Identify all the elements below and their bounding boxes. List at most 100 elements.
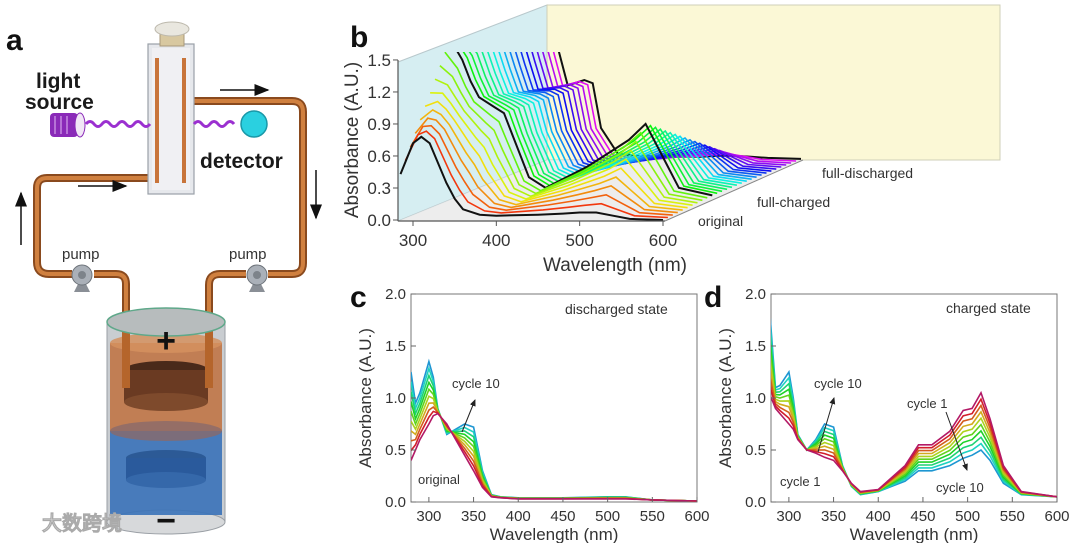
spectrum-trace bbox=[481, 52, 733, 189]
x-tick-label: 550 bbox=[1000, 508, 1025, 525]
arrow-decrease-d bbox=[945, 411, 968, 471]
panel-a-schematic: a pump pump bbox=[6, 21, 322, 540]
pump-right-label: pump bbox=[229, 246, 267, 263]
flow-tubes bbox=[33, 97, 307, 335]
plot-frame-c bbox=[410, 293, 698, 503]
y-tick-label: 1.5 bbox=[385, 338, 406, 355]
detector-label: detector bbox=[200, 150, 283, 173]
y-axis-label: Absorbance (A.U.) bbox=[356, 328, 375, 468]
panel-label-a: a bbox=[6, 24, 23, 57]
spectrum-trace bbox=[430, 92, 693, 206]
spectrum-trace bbox=[498, 52, 747, 182]
y-tick-label: 0.5 bbox=[745, 442, 766, 459]
y-tick-label: 0.0 bbox=[745, 494, 766, 511]
spectrum-trace bbox=[444, 52, 708, 199]
annotation-cycle1-right-d: cycle 1 bbox=[907, 396, 947, 411]
annotation-original-c: original bbox=[418, 472, 460, 487]
spectrum-trace bbox=[439, 64, 703, 202]
x-tick-label: 550 bbox=[640, 508, 665, 525]
axes-b: 0.0 0.3 0.6 0.9 1.2 1.5 300 400 500 600 Wavelength… bbox=[342, 51, 913, 276]
x-tick-label: 500 bbox=[955, 508, 980, 525]
x-tick-label: 300 bbox=[399, 231, 427, 250]
pump-left-label: pump bbox=[62, 246, 100, 263]
spectrum-trace bbox=[419, 108, 683, 211]
curves-d bbox=[771, 317, 1057, 498]
cuvette bbox=[147, 21, 195, 195]
x-tick-label: 400 bbox=[482, 231, 510, 250]
x-tick-label: 300 bbox=[776, 508, 801, 525]
y-tick-label: 2.0 bbox=[385, 286, 406, 303]
x-tick-label: 500 bbox=[595, 508, 620, 525]
spectrum-trace bbox=[434, 78, 698, 204]
panel-label-d: d bbox=[704, 281, 722, 314]
spectrum-trace bbox=[462, 52, 718, 195]
x-axis-label: Wavelength (nm) bbox=[543, 255, 687, 276]
spectrum-trace bbox=[409, 124, 673, 216]
x-tick-label: 500 bbox=[565, 231, 593, 250]
depth-axis bbox=[664, 159, 804, 222]
y-tick-label: 1.0 bbox=[385, 390, 406, 407]
x-tick-label: 450 bbox=[550, 508, 575, 525]
panel-b-chart: 0.0 0.3 0.6 0.9 1.2 1.5 300 400 500 600 Wavelength… bbox=[342, 4, 1001, 276]
depth-label: full-discharged bbox=[822, 165, 913, 181]
panel-label-b: b bbox=[350, 21, 368, 54]
axes-c: 0.0 0.5 1.0 1.5 2.0 300 350 400 450 500 550 600 Wave… bbox=[356, 286, 710, 543]
spectrum-trace bbox=[492, 52, 742, 184]
panel-c-chart: 0.0 0.5 1.0 1.5 2.0 300 350 400 450 500 550 600 Wave… bbox=[350, 281, 710, 543]
x-tick-label: 350 bbox=[821, 508, 846, 525]
y-tick-label: 1.5 bbox=[367, 51, 391, 70]
watermark: 大数跨境 bbox=[42, 511, 122, 535]
x-axis-label: Wavelength (nm) bbox=[490, 525, 619, 543]
y-tick-label: 0.3 bbox=[367, 179, 391, 198]
y-axis-label: Absorbance (A.U.) bbox=[342, 62, 363, 218]
x-tick-label: 600 bbox=[684, 508, 709, 525]
positive-terminal-label: + bbox=[156, 322, 176, 360]
axes-d: 0.0 0.5 1.0 1.5 2.0 300 350 400 450 500 550 600 Wave… bbox=[716, 286, 1070, 543]
light-beam-in bbox=[84, 120, 152, 128]
spectrum-trace bbox=[456, 52, 713, 197]
y-tick-label: 1.2 bbox=[367, 83, 391, 102]
pump-right-icon bbox=[246, 264, 268, 292]
detector-icon bbox=[240, 110, 268, 138]
light-source-label-line2: source bbox=[25, 91, 94, 114]
depth-label: original bbox=[698, 213, 743, 229]
spectrum-trace bbox=[487, 52, 738, 186]
title-d: charged state bbox=[946, 300, 1031, 316]
annotation-cycle10-right-d: cycle 10 bbox=[936, 480, 984, 495]
x-tick-label: 300 bbox=[416, 508, 441, 525]
panel-d-chart: 0.0 0.5 1.0 1.5 2.0 300 350 400 450 500 550 600 Wave… bbox=[704, 281, 1070, 543]
annotation-cycle1-left-d: cycle 1 bbox=[780, 474, 820, 489]
spectrum-trace bbox=[414, 117, 678, 214]
spectrum-trace bbox=[474, 52, 728, 191]
annotation-cycle10-left-d: cycle 10 bbox=[814, 376, 862, 391]
arrow-increase-d bbox=[817, 397, 836, 453]
negative-terminal-label: − bbox=[156, 502, 176, 540]
waterfall-traces bbox=[399, 52, 802, 221]
spectrum-trace bbox=[424, 100, 688, 209]
y-tick-label: 0.5 bbox=[385, 442, 406, 459]
y-tick-label: 1.5 bbox=[745, 338, 766, 355]
x-tick-label: 400 bbox=[866, 508, 891, 525]
back-wall bbox=[546, 4, 1001, 161]
arrow-increase-c bbox=[461, 399, 476, 433]
battery-tank bbox=[106, 307, 226, 535]
y-tick-label: 2.0 bbox=[745, 286, 766, 303]
depth-label: full-charged bbox=[757, 194, 830, 210]
y-tick-label: 0.6 bbox=[367, 147, 391, 166]
x-tick-label: 350 bbox=[461, 508, 486, 525]
y-tick-label: 0.9 bbox=[367, 115, 391, 134]
spectrum-trace bbox=[503, 52, 752, 180]
annotation-cycle10-c: cycle 10 bbox=[452, 376, 500, 391]
spectrum-trace bbox=[399, 135, 664, 221]
y-tick-label: 0.0 bbox=[385, 494, 406, 511]
pump-left-icon bbox=[71, 264, 93, 292]
floor bbox=[398, 160, 803, 221]
title-c: discharged state bbox=[565, 301, 668, 317]
spectrum-trace bbox=[404, 130, 668, 219]
y-tick-label: 0.0 bbox=[367, 211, 391, 230]
light-beam-out bbox=[192, 120, 236, 128]
x-tick-label: 600 bbox=[649, 231, 677, 250]
panel-label-c: c bbox=[350, 281, 367, 314]
spectrum-trace bbox=[468, 52, 723, 193]
